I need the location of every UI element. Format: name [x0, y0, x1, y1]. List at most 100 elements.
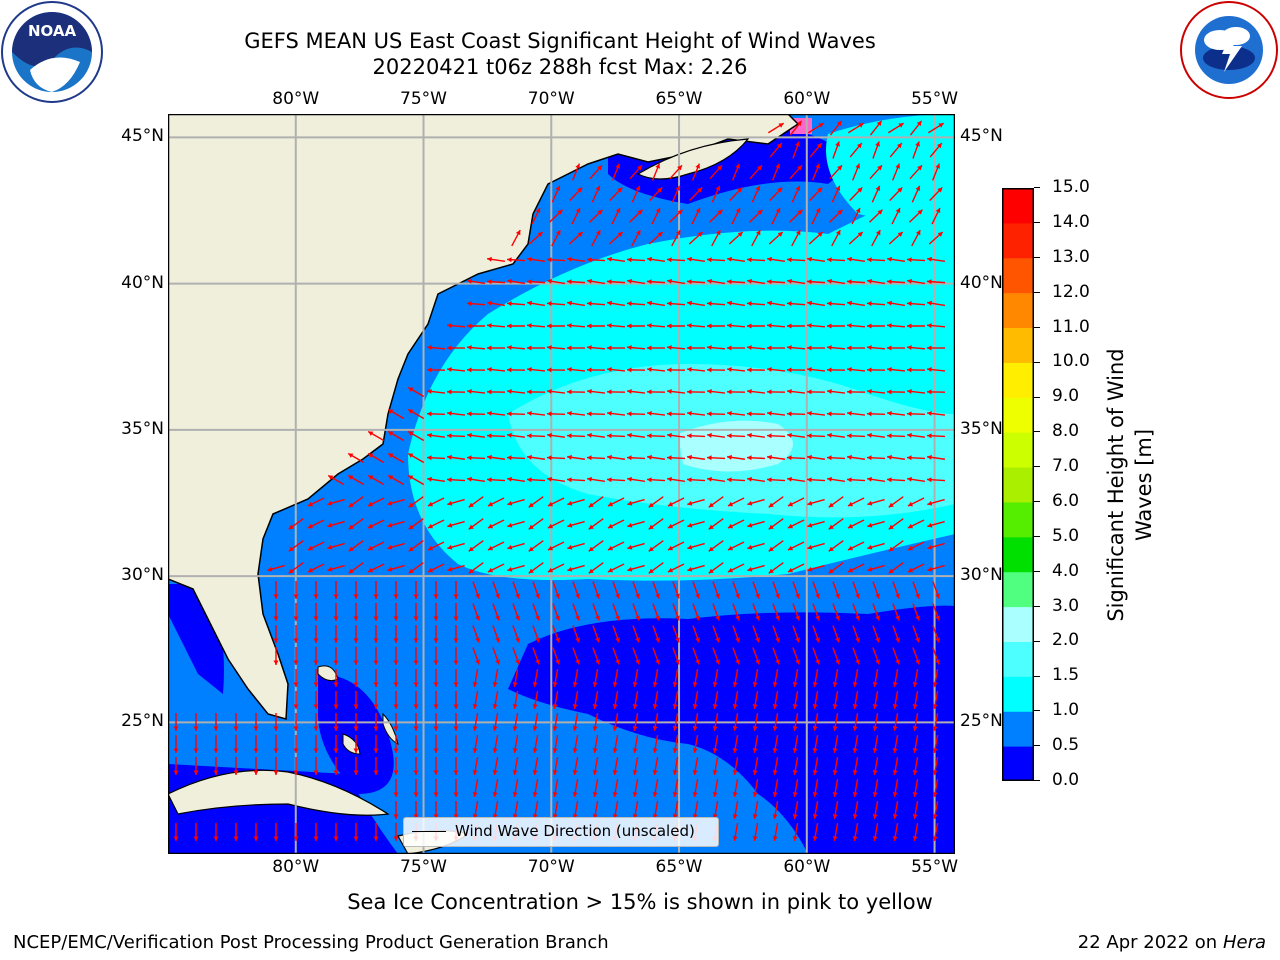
- wave-direction-arrow: [572, 647, 580, 665]
- wave-direction-arrow: [832, 669, 839, 687]
- wave-direction-arrow: [887, 300, 905, 307]
- wave-direction-arrow: [348, 540, 364, 552]
- wave-direction-arrow: [646, 454, 666, 460]
- wave-direction-arrow: [849, 142, 863, 158]
- wave-direction-arrow: [786, 257, 806, 263]
- wave-direction-arrow: [768, 496, 784, 508]
- colorbar-tick-7: [1034, 536, 1040, 538]
- wave-direction-arrow: [867, 542, 885, 550]
- wave-direction-arrow: [766, 367, 786, 373]
- wave-direction-arrow: [926, 477, 946, 483]
- map-legend: Wind Wave Direction (unscaled): [403, 817, 719, 847]
- wave-direction-arrow: [313, 757, 319, 775]
- colorbar-tick-label-9: 7.0: [1052, 456, 1080, 477]
- wave-direction-arrow: [706, 345, 726, 351]
- wave-direction-arrow: [852, 625, 860, 643]
- wave-direction-arrow: [806, 410, 826, 416]
- wave-direction-arrow: [669, 164, 683, 180]
- wave-direction-arrow: [852, 603, 860, 621]
- wave-direction-arrow: [927, 520, 945, 528]
- wave-direction-arrow: [667, 497, 685, 507]
- wave-direction-arrow: [333, 823, 339, 841]
- wave-direction-arrow: [869, 209, 883, 223]
- wave-direction-arrow: [726, 323, 746, 329]
- colorbar-segment-7: [1002, 501, 1034, 538]
- wave-direction-arrow: [387, 498, 405, 506]
- wave-direction-arrow: [586, 476, 606, 483]
- wave-direction-arrow: [672, 647, 680, 665]
- legend-line-icon: [412, 831, 446, 832]
- wave-direction-arrow: [667, 278, 685, 285]
- wave-direction-arrow: [907, 519, 925, 529]
- wave-direction-arrow: [909, 209, 923, 223]
- wave-direction-arrow: [669, 209, 683, 223]
- colorbar-tick-15: [1034, 257, 1040, 258]
- lat-label-right-1: 40°N: [960, 272, 1003, 293]
- wave-direction-arrow: [507, 323, 525, 329]
- wave-direction-arrow: [786, 432, 806, 438]
- wave-direction-arrow: [806, 389, 826, 395]
- wave-direction-arrow: [466, 367, 486, 373]
- wave-direction-arrow: [711, 185, 721, 203]
- wave-direction-arrow: [547, 323, 565, 329]
- wave-direction-arrow: [293, 603, 299, 621]
- wave-direction-arrow: [672, 757, 679, 775]
- wave-direction-arrow: [612, 779, 619, 797]
- wave-direction-arrow: [348, 518, 364, 530]
- wave-direction-arrow: [646, 323, 666, 329]
- wave-direction-arrow: [426, 476, 446, 483]
- wave-direction-arrow: [572, 691, 579, 709]
- wave-direction-arrow: [886, 345, 906, 351]
- wave-direction-arrow: [492, 801, 499, 819]
- wave-direction-arrow: [929, 142, 943, 158]
- wave-direction-arrow: [612, 647, 620, 665]
- lat-label-left-1: 40°N: [121, 272, 164, 293]
- colorbar-tick-4: [1034, 640, 1040, 642]
- wave-direction-arrow: [866, 345, 886, 351]
- wave-direction-arrow: [592, 669, 599, 687]
- wave-direction-arrow: [806, 279, 826, 285]
- wave-direction-arrow: [852, 669, 859, 687]
- wave-direction-arrow: [466, 411, 486, 417]
- wave-direction-arrow: [566, 279, 586, 285]
- wave-direction-arrow: [666, 432, 686, 438]
- wave-direction-arrow: [447, 564, 465, 572]
- wave-direction-arrow: [546, 455, 566, 461]
- wave-direction-arrow: [792, 691, 799, 709]
- wave-direction-arrow: [567, 564, 585, 572]
- wave-direction-arrow: [832, 141, 840, 159]
- wave-direction-arrow: [413, 735, 419, 753]
- wave-direction-arrow: [746, 455, 766, 461]
- wave-direction-arrow: [691, 163, 701, 181]
- colorbar-tick-label-1: 0.5: [1052, 735, 1080, 756]
- wave-direction-arrow: [746, 476, 766, 483]
- wave-direction-arrow: [472, 801, 479, 819]
- wave-direction-arrow: [846, 256, 866, 263]
- colorbar-tick-label-4: 2.0: [1052, 630, 1080, 651]
- wave-direction-arrow: [213, 823, 219, 841]
- wave-direction-arrow: [906, 345, 926, 351]
- wave-direction-arrow: [549, 209, 563, 223]
- colorbar-tick-label-14: 12.0: [1052, 281, 1090, 302]
- wave-direction-arrow: [646, 410, 666, 416]
- wave-direction-arrow: [726, 477, 746, 483]
- wave-direction-arrow: [313, 691, 319, 709]
- footer-branch: NCEP/EMC/Verification Post Processing Pr…: [13, 932, 609, 953]
- wave-direction-arrow: [612, 735, 619, 753]
- wave-direction-arrow: [932, 647, 940, 665]
- wave-direction-arrow: [606, 279, 626, 285]
- wave-direction-arrow: [512, 779, 519, 797]
- wave-direction-arrow: [829, 164, 843, 180]
- wave-direction-arrow: [792, 757, 799, 775]
- wave-direction-arrow: [806, 477, 826, 483]
- wave-direction-arrow: [353, 581, 359, 599]
- wave-direction-arrow: [672, 779, 679, 797]
- wave-direction-arrow: [347, 452, 365, 464]
- wave-direction-arrow: [632, 647, 640, 665]
- wave-direction-arrow: [408, 518, 424, 530]
- wave-direction-arrow: [447, 498, 465, 506]
- wave-direction-arrow: [413, 691, 419, 709]
- wave-direction-arrow: [588, 562, 604, 574]
- wave-direction-arrow: [453, 779, 459, 797]
- wave-direction-arrow: [726, 279, 746, 285]
